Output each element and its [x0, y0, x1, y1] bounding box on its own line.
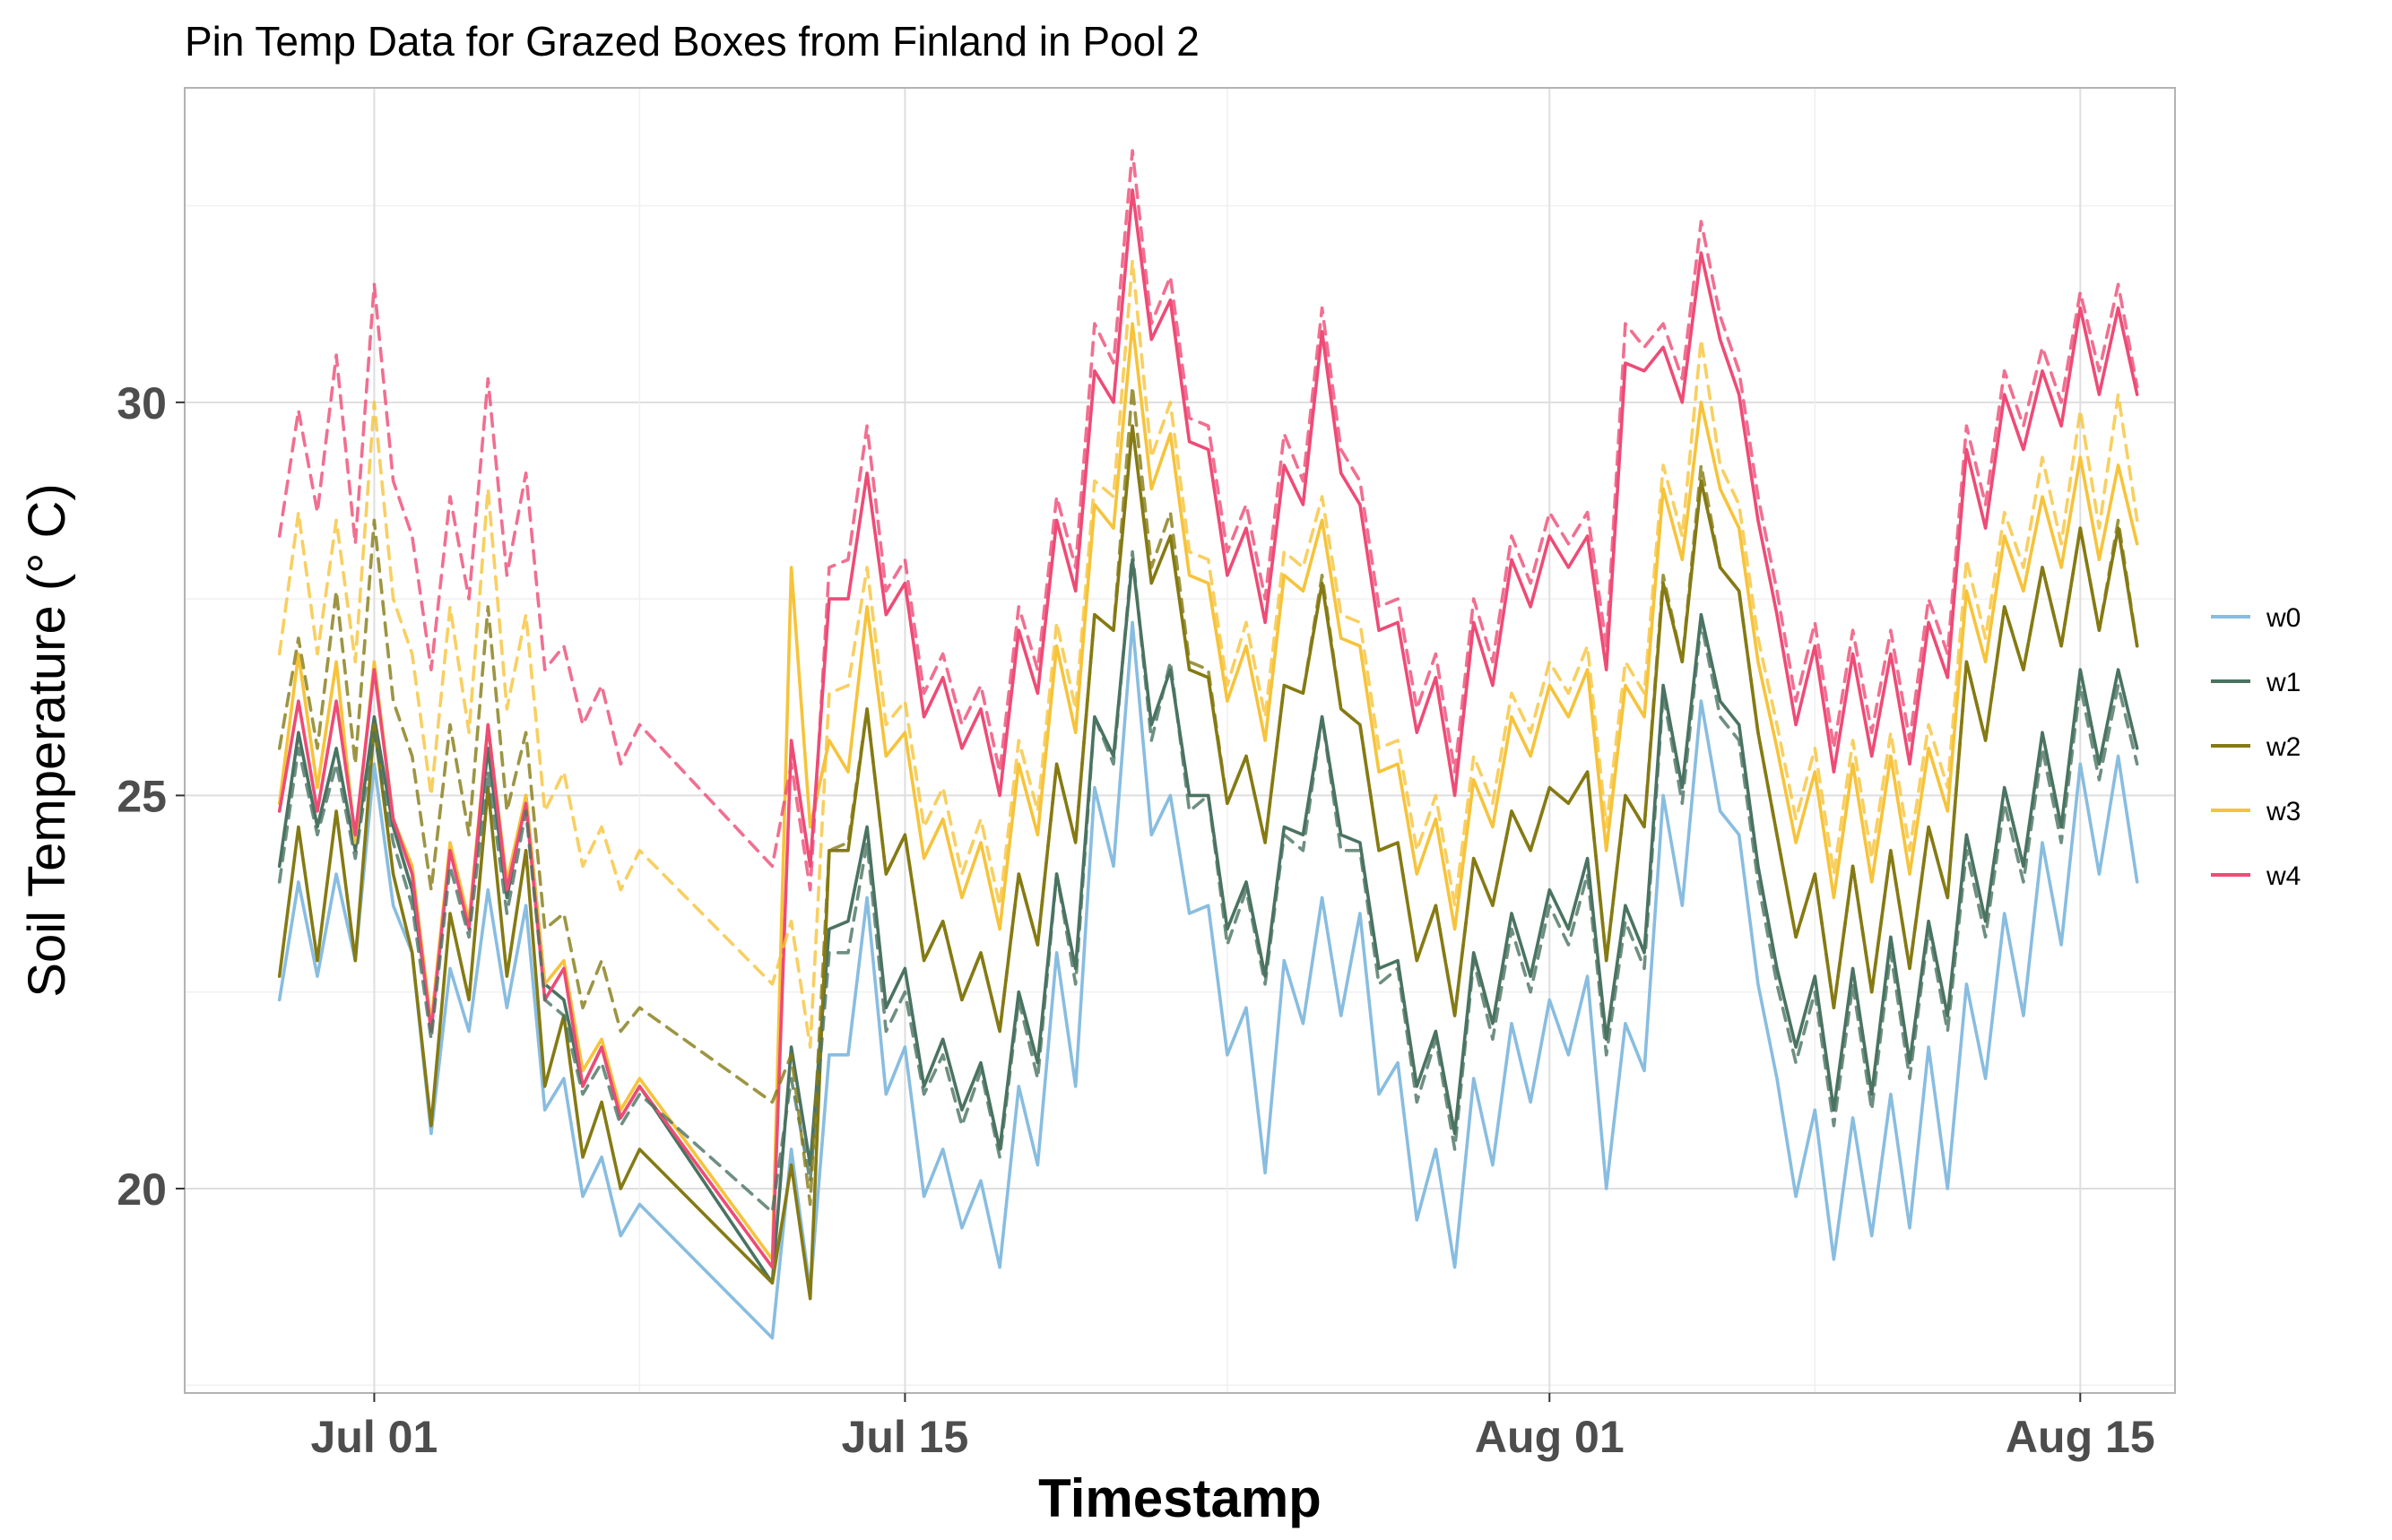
- y-axis-ticks: 20 25 30: [117, 378, 185, 1215]
- series-line-w3: [277, 322, 2139, 1261]
- chart-title: Pin Temp Data for Grazed Boxes from Finl…: [185, 18, 1200, 65]
- x-tick-label: Jul 01: [311, 1412, 438, 1462]
- series-line-w1-dashed: [277, 549, 2139, 1215]
- plot-panel-border: [184, 87, 2176, 1394]
- legend-label-w0: w0: [2266, 603, 2301, 633]
- y-axis-label: Soil Temperature (° C): [18, 483, 76, 997]
- x-axis-ticks: Jul 01 Jul 15 Aug 01 Aug 15: [311, 1393, 2155, 1462]
- legend: w0 w1 w2 w3 w4: [2211, 603, 2301, 891]
- series-lines: [277, 149, 2139, 1340]
- series-line-w4-dashed: [277, 149, 2139, 892]
- series-line-w3-dashed: [277, 259, 2139, 1049]
- legend-label-w2: w2: [2266, 732, 2301, 762]
- x-tick-label: Jul 15: [842, 1412, 969, 1462]
- series-line-w2-dashed: [277, 385, 2139, 1207]
- series-line-w0: [277, 620, 2139, 1340]
- legend-label-w1: w1: [2266, 668, 2301, 697]
- series-line-w4: [277, 188, 2139, 1269]
- x-axis-label: Timestamp: [1038, 1468, 1322, 1528]
- x-tick-label: Aug 15: [2006, 1412, 2155, 1462]
- y-tick-label: 25: [117, 771, 167, 821]
- y-tick-label: 20: [117, 1164, 167, 1215]
- legend-label-w3: w3: [2266, 797, 2301, 826]
- legend-label-w4: w4: [2266, 861, 2301, 891]
- y-tick-label: 30: [117, 378, 167, 428]
- x-tick-label: Aug 01: [1475, 1412, 1625, 1462]
